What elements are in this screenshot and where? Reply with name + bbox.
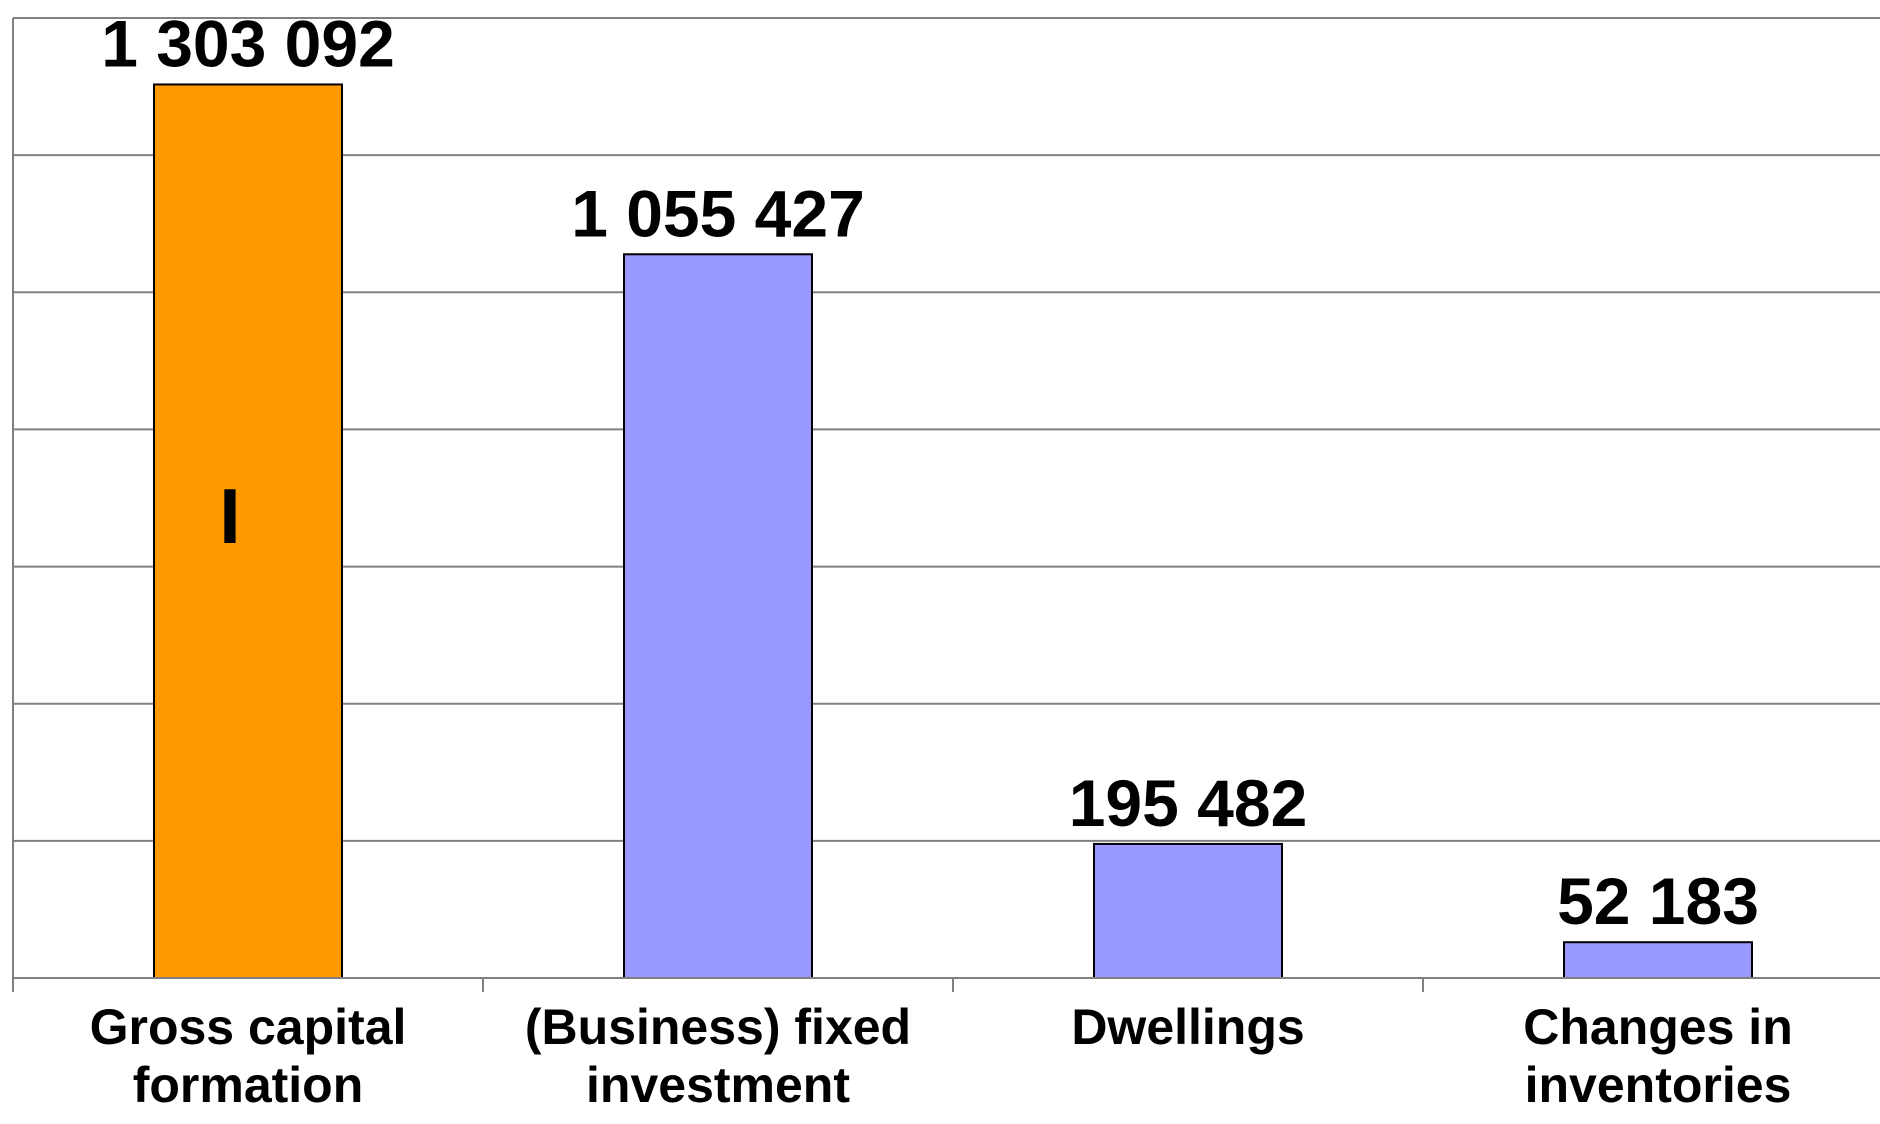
bar-3	[1563, 941, 1753, 979]
category-label-2: Dwellings	[1071, 999, 1304, 1055]
category-labels: Gross capital formation (Business) fixed in…	[90, 999, 1793, 1113]
category-label-1: (Business) fixed investment	[525, 999, 911, 1113]
bar-2	[1093, 842, 1283, 979]
data-label-1: 1 055 427	[571, 176, 865, 250]
data-label-0: 1 303 092	[101, 6, 395, 80]
bar-1	[623, 253, 813, 979]
data-labels: 1 303 092 1 055 427 195 482 52 183	[101, 6, 1759, 938]
data-label-2: 195 482	[1069, 766, 1308, 840]
data-label-3: 52 183	[1557, 864, 1759, 938]
category-label-3: Changes in inventories	[1523, 999, 1792, 1113]
x-axis	[12, 18, 1880, 992]
bar-0	[153, 83, 343, 980]
bars: I	[153, 83, 1753, 980]
category-label-0: Gross capital formation	[90, 999, 407, 1113]
bar-annotation: I	[219, 472, 241, 560]
